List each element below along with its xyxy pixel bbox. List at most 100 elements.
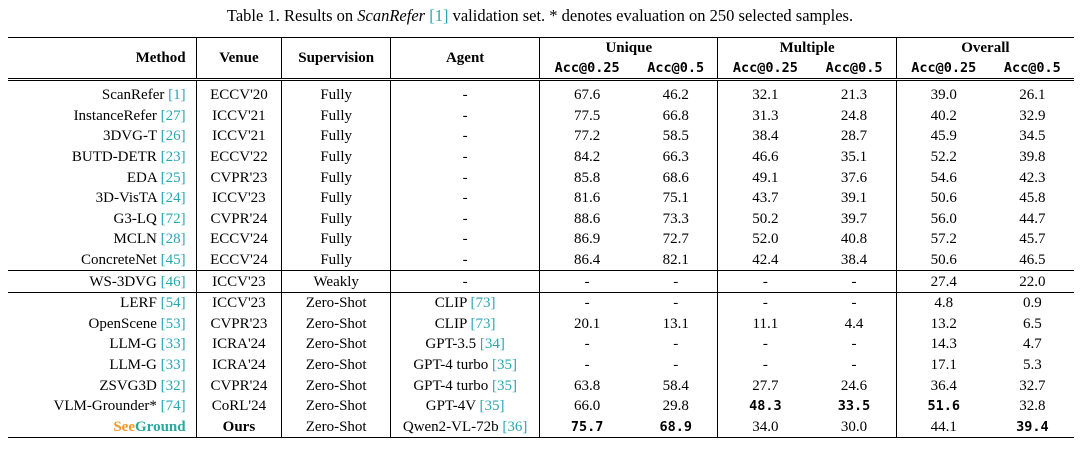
agent-cell: - <box>390 146 541 168</box>
value-cell: - <box>762 336 768 353</box>
agent-name: - <box>462 149 468 166</box>
agent-cite: [35] <box>479 398 505 415</box>
agent-name: GPT-4 turbo <box>413 357 489 374</box>
agent-cell: - <box>390 249 541 271</box>
value-cell: - <box>584 357 590 374</box>
value-cell: 35.1 <box>812 146 897 168</box>
supervision-cell: Fully <box>281 77 392 106</box>
agent-cell: GPT-3.5 [34] <box>390 334 541 355</box>
value-cell: 39.4 <box>1016 418 1049 435</box>
value-cell: 39.8 <box>1019 149 1046 166</box>
method-cell: LLM-G [33] <box>8 354 197 376</box>
agent-cite: [34] <box>479 336 505 353</box>
table-row: VLM-Grounder* [74] CoRL'24 Zero-Shot GPT-4V… <box>8 395 1074 417</box>
method-cell: SeeGround <box>8 416 197 438</box>
value-cell: - <box>812 291 897 314</box>
value-cell: 24.6 <box>812 375 897 396</box>
method-name: OpenScene <box>88 315 157 332</box>
header-metric: Acc@0.25 <box>732 60 798 76</box>
agent-name: CLIP <box>434 315 467 332</box>
venue-cell: CVPR'24 <box>196 375 283 396</box>
value-cell: 75.1 <box>634 187 719 209</box>
caption-suffix: validation set. * denotes evaluation on … <box>448 6 854 25</box>
value-cell: - <box>539 270 635 293</box>
value-cell: 84.2 <box>573 149 601 166</box>
value-cell: 52.0 <box>752 231 779 248</box>
value-cell: - <box>812 354 897 376</box>
value-cell: 39.0 <box>896 77 991 106</box>
method-name: G3-LQ <box>113 210 157 227</box>
venue-cell: ICCV'23 <box>196 270 283 293</box>
value-cell: - <box>762 357 768 374</box>
value-cell: 45.9 <box>930 128 957 145</box>
method-cite: [74] <box>160 398 186 415</box>
supervision-cell: Zero-Shot <box>281 291 392 314</box>
header-method: Method <box>8 37 197 80</box>
value-cell: 32.8 <box>1019 398 1046 415</box>
supervision-cell: Zero-Shot <box>281 313 392 335</box>
method-cell: OpenScene [53] <box>8 313 197 335</box>
value-cell: 0.9 <box>990 291 1074 314</box>
value-cell: 13.1 <box>634 313 719 335</box>
value-cell: 11.1 <box>752 315 779 332</box>
venue-cell: CVPR'23 <box>196 167 283 188</box>
method-cell: 3DVG-T [26] <box>8 126 197 147</box>
agent-cell: Qwen2-VL-72b [36] <box>390 416 541 438</box>
value-cell: 46.6 <box>752 149 779 166</box>
agent-name: - <box>462 190 468 207</box>
venue-cell: ICCV'21 <box>196 126 283 147</box>
agent-cell: - <box>390 167 541 188</box>
supervision-cell: Zero-Shot <box>281 395 392 417</box>
value-cell: 27.4 <box>896 270 991 293</box>
header-metric: Acc@0.5 <box>812 58 897 80</box>
table-row: LLM-G [33] ICRA'24 Zero-Shot GPT-3.5 [34] - -… <box>8 334 1074 355</box>
agent-name: Qwen2-VL-72b <box>402 418 499 435</box>
method-name: MCLN <box>113 231 157 248</box>
value-cell: - <box>634 334 719 355</box>
supervision-cell: Fully <box>281 167 392 188</box>
method-cell: BUTD-DETR [23] <box>8 146 197 168</box>
method-cite: [32] <box>160 377 186 394</box>
value-cell: 52.2 <box>930 149 957 166</box>
value-cell: 22.0 <box>990 270 1074 293</box>
results-table: Method Venue Supervision Agent Unique Mu… <box>8 37 1074 438</box>
table-row: LLM-G [33] ICRA'24 Zero-Shot GPT-4 turbo [3… <box>8 354 1074 376</box>
value-cell: 34.5 <box>1019 128 1046 145</box>
supervision-cell: Fully <box>281 126 392 147</box>
table-row: SeeGround Ours Zero-Shot Qwen2-VL-72b [36] 7… <box>8 416 1074 438</box>
method-cite: [1] <box>168 87 186 104</box>
value-cell: 42.3 <box>1019 169 1046 186</box>
method-name: LLM-G <box>109 336 157 353</box>
method-cite: [28] <box>160 231 186 248</box>
value-cell: 44.1 <box>930 418 957 435</box>
caption-prefix: Table 1. Results on <box>226 6 358 25</box>
agent-name: GPT-4V <box>425 398 476 415</box>
value-cell: 77.2 <box>573 128 601 145</box>
value-cell: 51.6 <box>927 398 960 415</box>
value-cell: 63.8 <box>573 377 601 394</box>
method-name: EDA <box>126 169 157 186</box>
method-cite: [54] <box>160 295 186 312</box>
agent-name: - <box>462 252 468 269</box>
value-cell: 68.6 <box>634 167 719 188</box>
agent-cell: GPT-4V [35] <box>390 395 541 417</box>
supervision-cell: Zero-Shot <box>281 375 392 396</box>
value-cell: 20.1 <box>573 315 601 332</box>
value-cell: 66.3 <box>634 146 719 168</box>
agent-name: - <box>462 107 468 124</box>
agent-cell: CLIP [73] <box>390 313 541 335</box>
value-cell: - <box>717 270 813 293</box>
table-row: ConcreteNet [45] ECCV'24 Fully -86.4 82.1 42.… <box>8 249 1074 271</box>
table-row: 3DVG-T [26] ICCV'21 Fully -77.2 58.5 38.4 28.7… <box>8 126 1074 147</box>
value-cell: - <box>812 334 897 355</box>
method-cell: ZSVG3D [32] <box>8 375 197 396</box>
value-cell: 33.5 <box>812 395 897 417</box>
table-row: InstanceRefer [27] ICCV'21 Fully -77.5 66.8 3… <box>8 105 1074 127</box>
value-cell: 37.6 <box>812 167 897 188</box>
method-cite: [33] <box>160 357 186 374</box>
supervision-cell: Fully <box>281 187 392 209</box>
caption-dataset: ScanRefer <box>357 6 426 25</box>
value-cell: 30.0 <box>812 416 897 438</box>
value-cell: 58.4 <box>634 375 719 396</box>
venue-cell: ICCV'23 <box>196 187 283 209</box>
